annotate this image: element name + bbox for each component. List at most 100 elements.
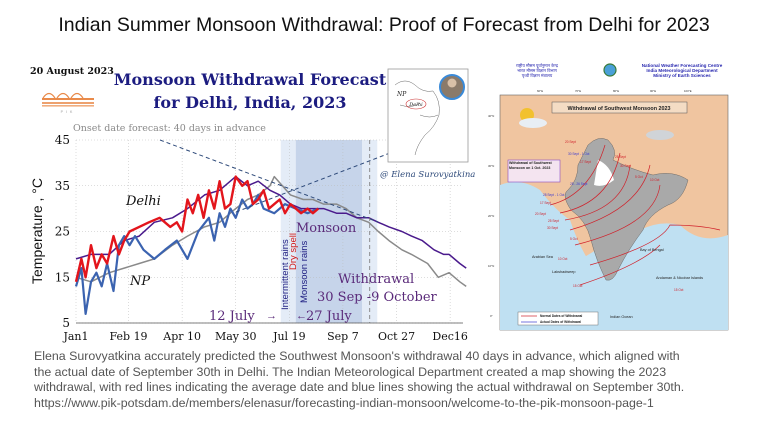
svg-text:60°E: 60°E: [537, 89, 543, 93]
imd-emblem-icon: [603, 63, 617, 77]
svg-text:Andaman & Nicobar Islands: Andaman & Nicobar Islands: [656, 276, 703, 280]
y-tick-label: 15: [55, 270, 70, 284]
map-box-label: Withdrawal of Southwest Monsoon on 1 Oct…: [509, 161, 552, 170]
svg-text:80°E: 80°E: [613, 89, 619, 93]
imd-withdrawal-map: राष्ट्रीय मौसम पूर्वानुमान केन्द्र भारत …: [488, 63, 729, 331]
y-tick-label: 5: [62, 316, 70, 330]
x-tick-label: Feb 19: [109, 330, 147, 343]
svg-text:Lakshadweep: Lakshadweep: [552, 270, 575, 274]
lon-ticks: 60°E 70°E 80°E 90°E 100°E: [537, 89, 692, 93]
svg-text:0°: 0°: [490, 314, 493, 318]
withdrawal-label: Withdrawal: [338, 272, 414, 287]
svg-text:Bay of Bengal: Bay of Bengal: [640, 248, 664, 252]
trend-dashed-line: [159, 139, 379, 223]
y-tick-label: 45: [55, 133, 70, 147]
end-date-label: 27 July: [306, 309, 352, 324]
svg-text:17 Sept: 17 Sept: [580, 160, 591, 164]
lat-ticks: 40°N 30°N 20°N 10°N 0°: [488, 114, 494, 318]
inset-map: NP Delhi: [387, 68, 469, 163]
caption-line: the actual date of September 30th in Del…: [34, 364, 667, 379]
caption-line: withdrawal, with red lines indicating th…: [34, 380, 685, 394]
y-tick-label: 25: [55, 225, 70, 239]
inset-np-label: NP: [396, 91, 407, 98]
series-line-np: [74, 193, 319, 315]
svg-text:पृथ्वी विज्ञान मंत्रालय: पृथ्वी विज्ञान मंत्रालय: [522, 73, 553, 79]
x-tick-label: Oct 27: [378, 330, 415, 343]
y-ticks: 45 35 25 15 5: [55, 133, 70, 330]
svg-text:20°N: 20°N: [488, 214, 494, 218]
logo-text: PIK: [61, 110, 76, 114]
arrow-right-icon: →: [266, 310, 277, 322]
svg-text:Arabian Sea: Arabian Sea: [532, 255, 554, 259]
x-tick-label: Apr 10: [162, 330, 201, 343]
intermittent-rains-label: Intermittent rains: [280, 239, 291, 310]
svg-text:30 Sept - 1 Oct: 30 Sept - 1 Oct: [568, 152, 590, 156]
chart-subtitle: for Delhi, India, 2023: [154, 93, 347, 112]
onset-note: Onset date forecast: 40 days in advance: [73, 123, 266, 134]
svg-text:20 Sept: 20 Sept: [535, 212, 546, 216]
svg-text:30°N: 30°N: [488, 164, 494, 168]
delhi-label: Delhi: [125, 194, 161, 209]
legend-normal: Normal Dates of Withdrawal: [540, 314, 582, 318]
inset-delhi-label: Delhi: [408, 102, 423, 108]
svg-text:40°N: 40°N: [488, 114, 494, 118]
map-header-hindi: राष्ट्रीय मौसम पूर्वानुमान केन्द्र भारत …: [516, 63, 559, 79]
x-ticks: Jan1 Feb 19 Apr 10 May 30 Jul 19 Sep 7 Oct 27 D…: [62, 330, 467, 343]
svg-text:17 Sept: 17 Sept: [540, 201, 551, 205]
slide-title: Indian Summer Monsoon Withdrawal: Proof …: [58, 14, 710, 36]
svg-text:30 Sept: 30 Sept: [620, 164, 631, 168]
x-tick-label: May 30: [215, 330, 257, 343]
x-tick-label: Dec16: [432, 330, 468, 343]
dry-spell-label: Dry spell: [288, 233, 299, 270]
series-line-forecast-2: [75, 175, 467, 269]
svg-text:15 Oct: 15 Oct: [573, 284, 583, 288]
caption-link[interactable]: https://www.pik-potsdam.de/members/elena…: [34, 395, 654, 410]
map-place-labels: Arabian Sea Bay of Bengal Lakshadweep An…: [532, 248, 703, 319]
svg-text:25 Sept: 25 Sept: [548, 219, 559, 223]
svg-text:5 Oct: 5 Oct: [570, 237, 578, 241]
svg-text:30 Sept: 30 Sept: [547, 226, 558, 230]
svg-text:Ministry of Earth Sciences: Ministry of Earth Sciences: [653, 73, 711, 78]
chart-title: Monsoon Withdrawal Forecast: [114, 70, 387, 89]
withdrawal-range-label: 30 Sep -9 October: [317, 290, 438, 305]
series-group: [74, 175, 467, 315]
pik-logo: PIK: [42, 92, 94, 114]
temperature-chart: 45 35 25 15 5 Jan1 Feb 19 Apr 10 May 30 Jul 19 Se…: [29, 66, 475, 343]
cloud-icon: [519, 118, 547, 128]
x-tick-label: Sep 7: [327, 330, 359, 343]
normal-withdrawal-labels: 20 Sept 17 Sept 25 Sept 30 Sept 5 Oct 10…: [535, 140, 684, 292]
svg-text:Indian Ocean: Indian Ocean: [610, 315, 633, 319]
start-date-label: 12 July: [209, 309, 255, 324]
actual-withdrawal-labels: 30 Sept - 1 Oct 25 - 26 Sept 28 Sept - 1…: [543, 152, 590, 197]
svg-text:90°E: 90°E: [650, 89, 656, 93]
x-tick-label: Jul 19: [272, 330, 306, 343]
date-label: 20 August 2023: [30, 66, 114, 77]
svg-text:National Weather Forecasting C: National Weather Forecasting Centre: [642, 63, 723, 68]
map-header-english: National Weather Forecasting Centre Indi…: [642, 63, 723, 78]
rain-cloud-icon: [646, 130, 674, 140]
svg-text:100°E: 100°E: [684, 89, 692, 93]
svg-text:India Meteorological Departmen: India Meteorological Department: [646, 68, 718, 73]
arrow-left-icon: ←: [296, 310, 307, 322]
svg-text:10 Oct: 10 Oct: [558, 257, 568, 261]
y-tick-label: 35: [55, 179, 70, 193]
slide-caption: Elena Surovyatkina accurately predicted …: [34, 349, 764, 411]
svg-text:28 Sept - 1 Oct: 28 Sept - 1 Oct: [543, 193, 565, 197]
svg-text:5 Oct: 5 Oct: [635, 175, 643, 179]
legend-actual: Actual Dates of Withdrawal: [540, 320, 581, 324]
svg-text:भारत मौसम विज्ञान विभाग: भारत मौसम विज्ञान विभाग: [517, 68, 557, 73]
x-tick-label: Jan1: [62, 330, 88, 343]
map-title: Withdrawal of Southwest Monsoon 2023: [568, 106, 671, 112]
svg-text:10 Oct: 10 Oct: [650, 178, 660, 182]
normal-withdrawal-lines: [549, 144, 721, 286]
y-axis-label: Temperature , °C: [29, 178, 45, 284]
monsoon-label: Monsoon: [296, 221, 357, 236]
monsoon-rains-label: Monsoon rains: [299, 240, 310, 303]
svg-text:15 Oct: 15 Oct: [674, 288, 684, 292]
svg-text:राष्ट्रीय मौसम पूर्वानुमान केन: राष्ट्रीय मौसम पूर्वानुमान केन्द्र: [516, 63, 559, 69]
np-label: NP: [129, 274, 150, 289]
svg-text:25 - 26 Sept: 25 - 26 Sept: [570, 182, 587, 186]
svg-text:20 Sept: 20 Sept: [565, 140, 576, 144]
series-line-delhi: [74, 175, 320, 283]
credit-label: @ Elena Surovyatkina: [380, 170, 475, 180]
